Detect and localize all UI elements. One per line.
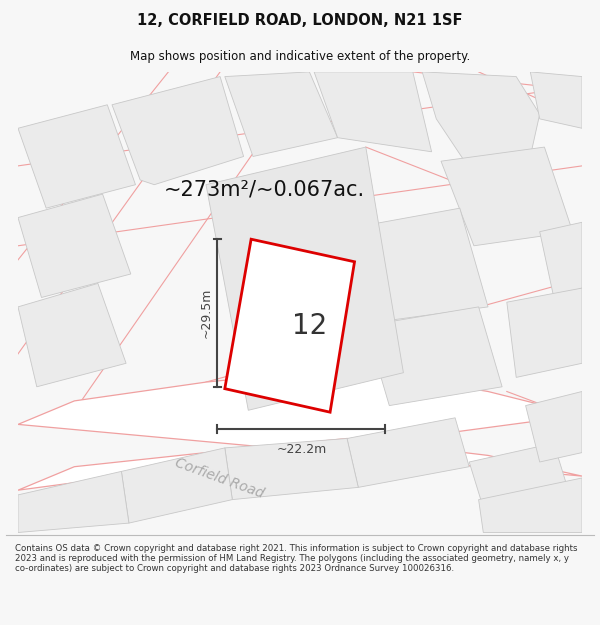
Polygon shape (314, 72, 431, 152)
Polygon shape (18, 368, 582, 490)
Text: 12: 12 (292, 312, 327, 340)
Text: ~22.2m: ~22.2m (277, 443, 327, 456)
Polygon shape (526, 391, 582, 462)
Text: Map shows position and indicative extent of the property.: Map shows position and indicative extent… (130, 50, 470, 63)
Polygon shape (112, 77, 244, 184)
Polygon shape (469, 443, 572, 523)
Polygon shape (356, 208, 488, 321)
Polygon shape (225, 72, 338, 156)
Polygon shape (540, 222, 582, 298)
Text: ~29.5m: ~29.5m (199, 288, 212, 338)
Polygon shape (422, 72, 540, 161)
Polygon shape (530, 72, 582, 128)
Polygon shape (18, 105, 136, 208)
Polygon shape (479, 478, 582, 532)
Polygon shape (206, 147, 403, 410)
Polygon shape (121, 448, 232, 523)
Polygon shape (18, 471, 129, 532)
Polygon shape (347, 418, 469, 488)
Text: 12, CORFIELD ROAD, LONDON, N21 1SF: 12, CORFIELD ROAD, LONDON, N21 1SF (137, 13, 463, 28)
Text: Contains OS data © Crown copyright and database right 2021. This information is : Contains OS data © Crown copyright and d… (15, 544, 577, 573)
Text: Corfield Road: Corfield Road (173, 456, 266, 501)
Polygon shape (507, 288, 582, 378)
Text: ~273m²/~0.067ac.: ~273m²/~0.067ac. (164, 179, 365, 199)
Polygon shape (225, 439, 358, 499)
Polygon shape (441, 147, 572, 246)
Polygon shape (18, 194, 131, 298)
Polygon shape (366, 307, 502, 406)
Polygon shape (225, 239, 355, 412)
Polygon shape (18, 283, 126, 387)
